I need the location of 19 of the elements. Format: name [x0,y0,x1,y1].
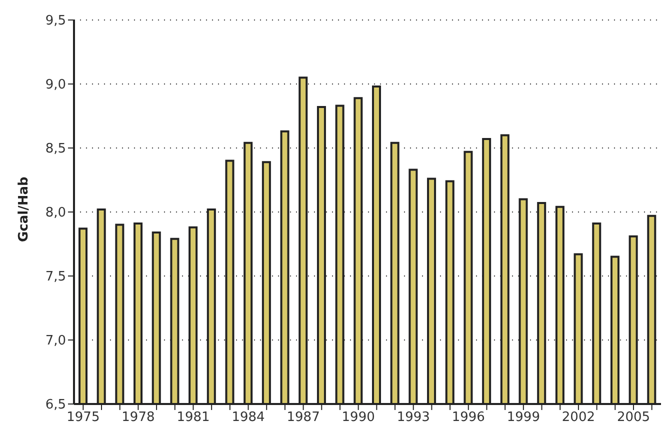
x-tick-label: 1996 [452,410,485,426]
x-tick-label: 1981 [176,410,210,426]
y-tick-label: 7,5 [45,270,66,285]
x-tick-label: 2005 [616,410,650,426]
y-axis-title: Gcal/Hab [16,176,32,242]
x-tick-label: 1990 [342,410,375,426]
x-tick-label: 1975 [66,410,100,426]
x-tick-label: 1987 [286,410,320,426]
y-tick-label: 7,0 [45,334,66,349]
x-tick-label: 1984 [232,410,265,426]
x-tick-label: 1993 [396,410,430,426]
y-tick-label: 9,0 [45,78,66,93]
y-tick-label: 8,5 [45,142,66,157]
x-tick-label: 1999 [506,410,540,426]
y-tick-label: 9,5 [45,14,66,29]
x-tick-label: 2002 [562,410,595,426]
y-tick-label: 6,5 [45,398,66,413]
x-tick-label: 1978 [122,410,155,426]
y-tick-label: 8,0 [45,206,66,221]
